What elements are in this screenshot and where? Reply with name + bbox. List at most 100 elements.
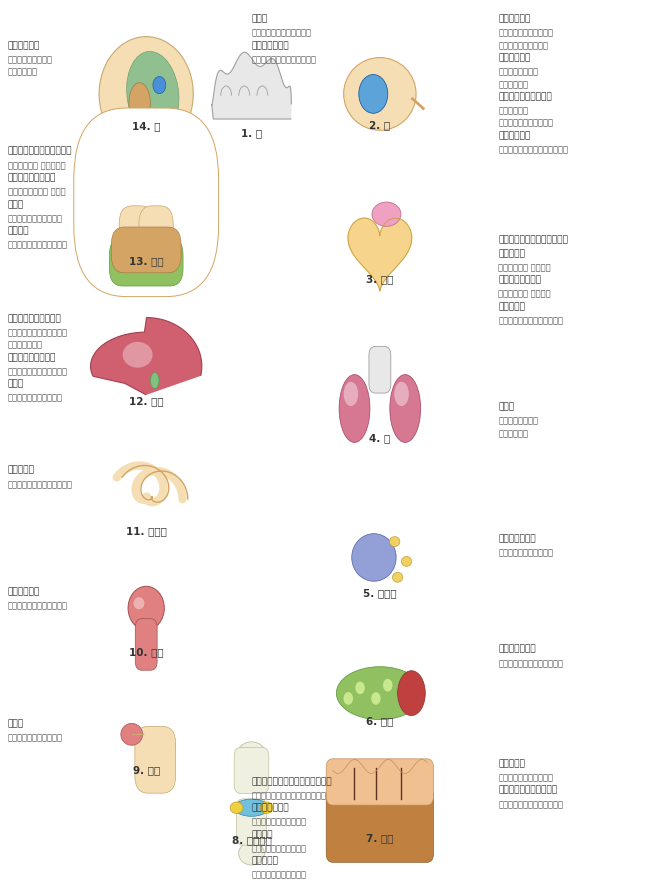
Text: 重症心不全: 重症心不全 xyxy=(498,249,525,258)
FancyBboxPatch shape xyxy=(135,727,176,793)
Text: 名古屋大学　土屋周平助教: 名古屋大学 土屋周平助教 xyxy=(8,240,68,249)
Text: 京都大学　江藤浩之教授: 京都大学 江藤浩之教授 xyxy=(498,549,553,558)
Circle shape xyxy=(371,692,381,705)
FancyBboxPatch shape xyxy=(327,758,434,805)
Text: 小児尿素サイクル異常: 小児尿素サイクル異常 xyxy=(8,314,61,324)
Circle shape xyxy=(356,682,365,694)
FancyBboxPatch shape xyxy=(327,788,434,863)
PathPatch shape xyxy=(212,52,292,119)
Text: 難治性骨折: 難治性骨折 xyxy=(252,857,278,865)
FancyBboxPatch shape xyxy=(234,747,269,794)
Ellipse shape xyxy=(395,382,408,406)
Text: 角膜上皮幹細胞疲弊症: 角膜上皮幹細胞疲弊症 xyxy=(498,92,552,102)
Ellipse shape xyxy=(230,802,243,813)
Ellipse shape xyxy=(121,723,143,745)
Ellipse shape xyxy=(401,556,412,567)
Text: 表皮水疱症: 表皮水疱症 xyxy=(498,759,525,768)
Text: 血小板輸血製剤: 血小板輸血製剤 xyxy=(498,535,536,544)
Text: 9. 卵巣: 9. 卵巣 xyxy=(133,765,160,774)
Text: 1. 脳: 1. 脳 xyxy=(241,127,262,138)
Text: 理化学研究所　高橋政代: 理化学研究所 高橋政代 xyxy=(498,29,553,38)
Ellipse shape xyxy=(99,36,193,151)
Text: 水疱性角膜症: 水疱性角膜症 xyxy=(498,106,528,116)
Text: 神崎正人教授: 神崎正人教授 xyxy=(498,429,528,438)
Ellipse shape xyxy=(344,57,416,130)
Ellipse shape xyxy=(339,375,370,442)
Text: 京都府立医科大学: 京都府立医科大学 xyxy=(498,68,538,77)
Text: 東海大学　佐藤正人教授: 東海大学 佐藤正人教授 xyxy=(252,818,307,827)
Text: クローン病: クローン病 xyxy=(8,466,35,475)
Circle shape xyxy=(383,679,393,691)
Text: 3. 心臓: 3. 心臓 xyxy=(366,274,393,284)
Text: 肝硬変: 肝硬変 xyxy=(8,379,24,389)
Text: 加齢黄斑変性: 加齢黄斑変性 xyxy=(498,15,531,24)
FancyBboxPatch shape xyxy=(237,799,266,845)
Text: 顎骨再生: 顎骨再生 xyxy=(8,226,30,235)
Circle shape xyxy=(359,74,388,113)
PathPatch shape xyxy=(91,317,202,395)
Text: 神戸大学　黒田良祐教授: 神戸大学 黒田良祐教授 xyxy=(252,871,307,880)
Ellipse shape xyxy=(393,572,403,583)
Ellipse shape xyxy=(344,382,358,406)
Ellipse shape xyxy=(123,342,153,368)
Text: 東京女子医科大学: 東京女子医科大学 xyxy=(498,416,538,425)
Circle shape xyxy=(153,77,166,94)
FancyBboxPatch shape xyxy=(139,206,173,278)
Text: 北海道大学　大西俊介准教授: 北海道大学 大西俊介准教授 xyxy=(8,480,73,489)
Text: 8. 関節・骨: 8. 関節・骨 xyxy=(231,835,272,845)
Ellipse shape xyxy=(239,842,264,865)
Text: 7. 皮膚: 7. 皮膚 xyxy=(366,834,393,843)
FancyBboxPatch shape xyxy=(119,206,153,278)
Ellipse shape xyxy=(129,83,150,123)
Text: 名古屋大学　後藤百万教授: 名古屋大学 後藤百万教授 xyxy=(8,602,68,611)
Ellipse shape xyxy=(260,802,273,813)
Text: 腹圧性尿失禁: 腹圧性尿失禁 xyxy=(8,587,40,597)
FancyBboxPatch shape xyxy=(369,347,391,393)
Text: 東京大学　長村登紀子准教授: 東京大学 長村登紀子准教授 xyxy=(498,800,563,809)
Ellipse shape xyxy=(127,51,179,136)
Text: 難治性四肢潰瘍: 難治性四肢潰瘍 xyxy=(498,644,536,653)
Text: 重症急性移植片対宿主病: 重症急性移植片対宿主病 xyxy=(498,786,557,795)
Text: 10. 尿道: 10. 尿道 xyxy=(129,647,163,657)
Text: 大阪大学　西田幸二教授: 大阪大学 西田幸二教授 xyxy=(498,118,553,128)
Text: 大阪大学　澤 芳樹教授: 大阪大学 澤 芳樹教授 xyxy=(498,263,551,272)
Text: 卵巣癌: 卵巣癌 xyxy=(8,720,24,728)
Text: 梅澤明弘副所長: 梅澤明弘副所長 xyxy=(8,340,43,350)
Text: 11. 消化管: 11. 消化管 xyxy=(126,526,167,536)
Ellipse shape xyxy=(336,667,423,720)
Text: 14. 耳: 14. 耳 xyxy=(132,121,161,132)
Text: 木下　茂教授: 木下 茂教授 xyxy=(498,80,528,89)
Text: 小島博己教授: 小島博己教授 xyxy=(8,67,38,77)
Text: 脳梗塞: 脳梗塞 xyxy=(252,15,268,24)
Text: 慶應義塾大学　福田恵一教授: 慶應義塾大学 福田恵一教授 xyxy=(498,316,563,325)
Ellipse shape xyxy=(151,372,159,389)
Text: 13. 口腔: 13. 口腔 xyxy=(129,256,163,266)
Text: 難治性唾液腺委縮症: 難治性唾液腺委縮症 xyxy=(8,173,56,182)
Text: 東京医科歯科大学　関矢一郎教授: 東京医科歯科大学 関矢一郎教授 xyxy=(252,791,327,800)
Text: 国立成育医療研究センター: 国立成育医療研究センター xyxy=(8,329,68,338)
FancyBboxPatch shape xyxy=(109,238,183,286)
Text: 4. 肺: 4. 肺 xyxy=(369,433,391,444)
Text: 軟骨損傷: 軟骨損傷 xyxy=(252,830,273,839)
Text: 順天堂大学　田中里佳准教授: 順天堂大学 田中里佳准教授 xyxy=(498,659,563,668)
Text: 小児拡張型心筋症: 小児拡張型心筋症 xyxy=(498,276,541,285)
Text: 金沢大学　金子周一教授: 金沢大学 金子周一教授 xyxy=(8,393,63,403)
Text: 虚血性心疾患、拡張型心筋症: 虚血性心疾患、拡張型心筋症 xyxy=(498,235,568,244)
Text: 岡山大学　王 英正教授: 岡山大学 王 英正教授 xyxy=(498,290,551,299)
Ellipse shape xyxy=(134,598,144,609)
Circle shape xyxy=(344,692,353,705)
Text: 亜急性脊髄損傷: 亜急性脊髄損傷 xyxy=(252,42,289,50)
Text: 変形性膝関節症: 変形性膝関節症 xyxy=(252,804,289,812)
Text: 水疱性角膜症: 水疱性角膜症 xyxy=(498,131,531,141)
Text: Ｃ型肝炎由来肝硬変: Ｃ型肝炎由来肝硬変 xyxy=(8,353,56,362)
Ellipse shape xyxy=(398,671,425,716)
Text: 北海道大学　藏金清博教授: 北海道大学 藏金清博教授 xyxy=(252,29,311,38)
Text: 水疱性角膜症: 水疱性角膜症 xyxy=(498,53,531,63)
Ellipse shape xyxy=(237,742,266,771)
Text: 口唇口蓋裂（唇裂鼻変形）: 口唇口蓋裂（唇裂鼻変形） xyxy=(8,147,73,156)
Ellipse shape xyxy=(235,799,268,816)
Text: 長崎大学　朝比奈 泉教授: 長崎大学 朝比奈 泉教授 xyxy=(8,187,65,196)
FancyBboxPatch shape xyxy=(136,619,157,670)
FancyBboxPatch shape xyxy=(74,108,219,297)
Ellipse shape xyxy=(372,202,401,226)
